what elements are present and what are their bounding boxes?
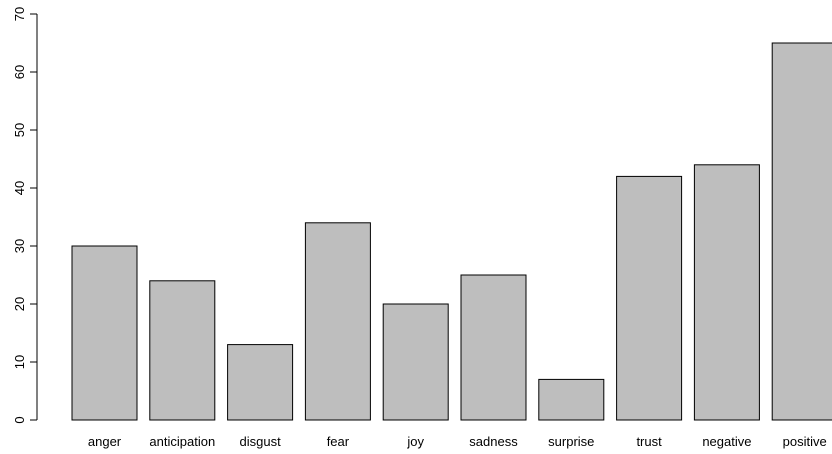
bar-trust <box>616 175 683 421</box>
category-label-surprise: surprise <box>548 434 594 449</box>
bar-positive <box>771 42 832 421</box>
category-label-positive: positive <box>783 434 827 449</box>
bar-disgust <box>227 344 294 421</box>
y-axis: 0 10 20 30 40 50 60 70 <box>12 7 38 424</box>
y-tick-label: 30 <box>12 239 27 253</box>
y-tick-label: 0 <box>12 416 27 423</box>
y-tick-label: 40 <box>12 181 27 195</box>
bar-anticipation <box>149 280 216 421</box>
category-label-sadness: sadness <box>469 434 518 449</box>
y-tick-label: 10 <box>12 355 27 369</box>
bars-group <box>71 42 832 421</box>
category-label-anger: anger <box>88 434 122 449</box>
y-tick-label: 50 <box>12 123 27 137</box>
category-labels: anger anticipation disgust fear joy sadness su… <box>88 434 827 449</box>
bar-sadness <box>460 274 527 421</box>
bar-joy <box>382 303 449 421</box>
category-label-negative: negative <box>702 434 751 449</box>
y-tick-label: 20 <box>12 297 27 311</box>
category-label-trust: trust <box>636 434 662 449</box>
category-label-fear: fear <box>327 434 350 449</box>
category-label-anticipation: anticipation <box>149 434 215 449</box>
category-label-joy: joy <box>406 434 424 449</box>
y-tick-label: 60 <box>12 65 27 79</box>
bar-negative <box>693 164 760 421</box>
bar-surprise <box>538 378 605 421</box>
bar-anger <box>71 245 138 421</box>
category-label-disgust: disgust <box>239 434 281 449</box>
bar-fear <box>304 222 371 421</box>
y-tick-label: 70 <box>12 7 27 21</box>
